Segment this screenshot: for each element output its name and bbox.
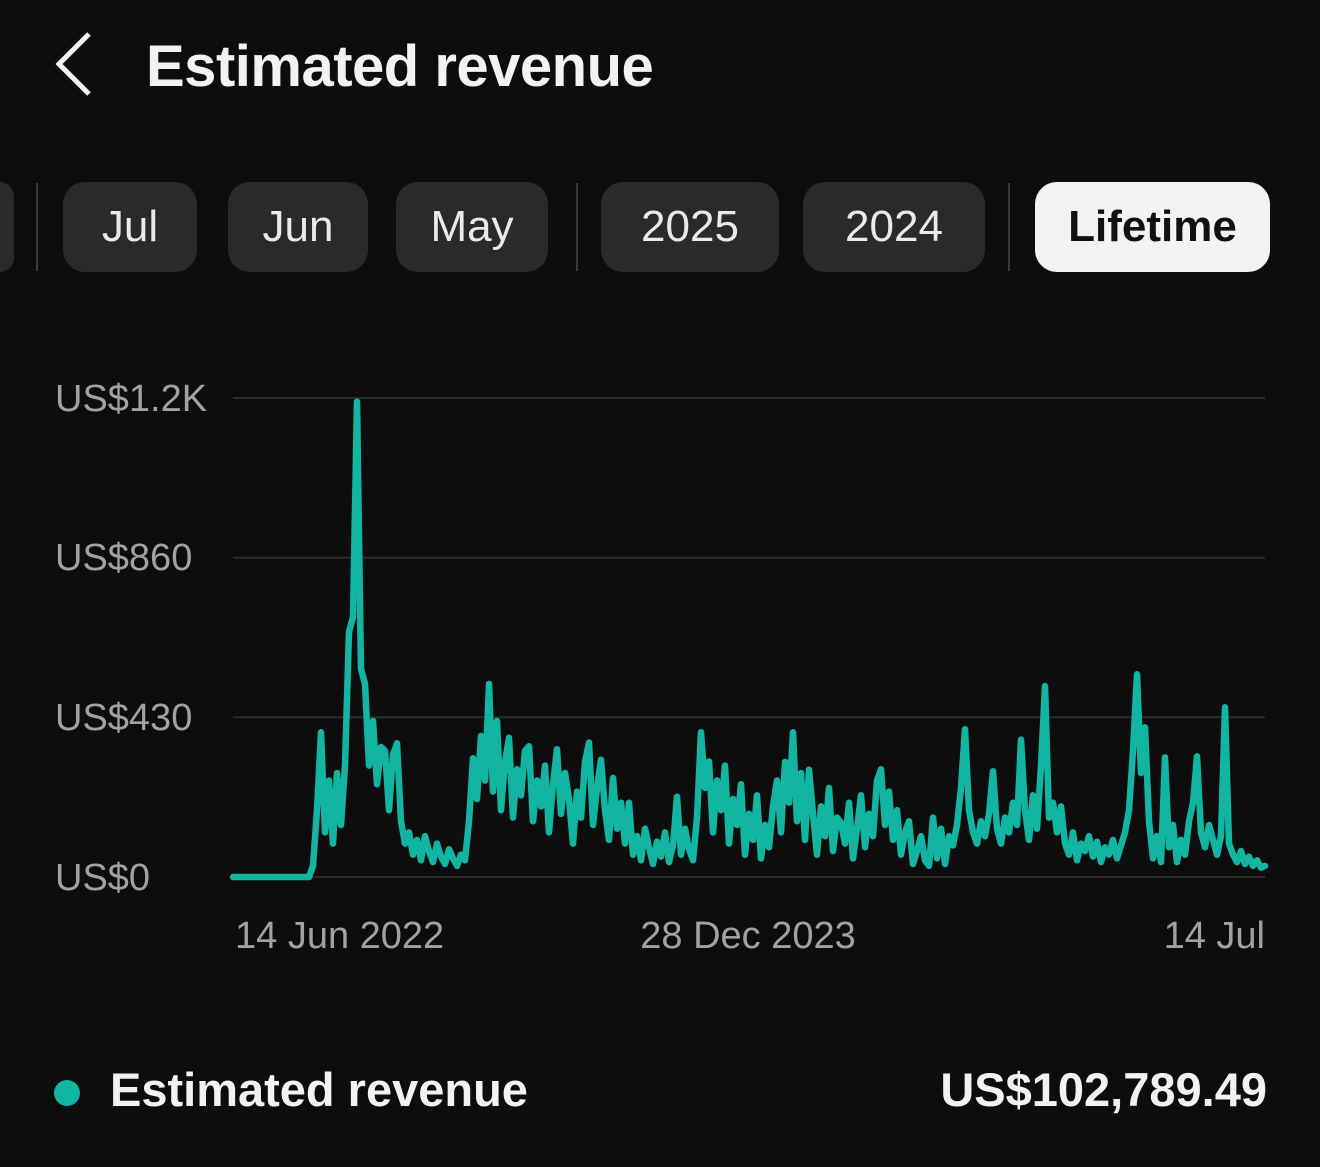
page-title: Estimated revenue <box>146 34 654 99</box>
filter-pill-may[interactable]: May <box>396 182 548 272</box>
pill-offscreen-fragment[interactable] <box>0 182 14 272</box>
y-axis-tick-label: US$0 <box>55 857 151 899</box>
filter-pill-2025[interactable]: 2025 <box>601 182 779 272</box>
pill-group-divider <box>1008 183 1010 271</box>
y-axis-tick-label: US$430 <box>55 697 193 739</box>
filter-pill-jun[interactable]: Jun <box>228 182 368 272</box>
filter-pill-lifetime[interactable]: Lifetime <box>1035 182 1270 272</box>
legend-dot <box>54 1080 80 1106</box>
x-axis-tick-label: 28 Dec 2023 <box>640 915 856 957</box>
back-button[interactable] <box>36 24 106 114</box>
pill-group-divider <box>36 183 38 271</box>
x-axis-tick-label: 14 Jul <box>1163 915 1265 957</box>
x-axis-tick-label: 14 Jun 2022 <box>235 915 445 957</box>
y-axis-tick-label: US$1.2K <box>55 378 208 420</box>
y-axis-tick-label: US$860 <box>55 537 193 579</box>
pill-group-divider <box>576 183 578 271</box>
revenue-line-series <box>229 398 1269 881</box>
legend-total-value: US$102,789.49 <box>940 1063 1267 1116</box>
filter-pill-2024[interactable]: 2024 <box>803 182 985 272</box>
filter-pill-jul[interactable]: Jul <box>63 182 197 272</box>
chevron-left-icon <box>55 32 91 96</box>
legend-series-label: Estimated revenue <box>110 1063 528 1116</box>
